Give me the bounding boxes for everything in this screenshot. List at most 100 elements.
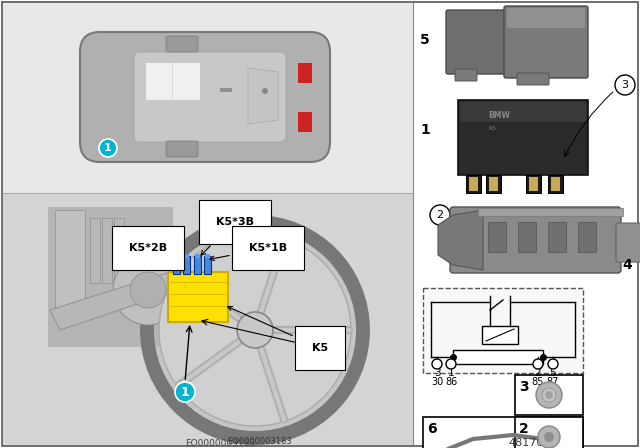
Text: 1: 1: [180, 385, 189, 399]
Text: 4: 4: [622, 258, 632, 272]
Circle shape: [542, 388, 556, 402]
Text: K5*3B: K5*3B: [201, 217, 254, 255]
Bar: [184, 254, 189, 258]
Bar: [48, 207, 173, 347]
Bar: [168, 272, 228, 322]
FancyBboxPatch shape: [517, 73, 549, 85]
FancyBboxPatch shape: [450, 207, 621, 273]
Text: 2: 2: [534, 368, 541, 378]
FancyBboxPatch shape: [166, 36, 198, 52]
Polygon shape: [50, 272, 185, 330]
Text: K5*2B: K5*2B: [129, 243, 171, 262]
Bar: [173, 256, 180, 274]
Bar: [413, 3, 637, 445]
Text: 1: 1: [420, 123, 429, 137]
Circle shape: [538, 426, 560, 448]
Bar: [205, 254, 210, 258]
Bar: [478, 208, 623, 216]
Bar: [3, 193, 413, 445]
FancyBboxPatch shape: [616, 223, 640, 262]
Bar: [515, 375, 583, 415]
FancyBboxPatch shape: [446, 10, 508, 74]
Text: EO0000003183: EO0000003183: [228, 438, 292, 447]
Bar: [194, 256, 201, 274]
Text: K5*1B: K5*1B: [210, 243, 287, 261]
FancyBboxPatch shape: [455, 69, 477, 81]
Polygon shape: [248, 68, 278, 124]
Text: 6: 6: [427, 422, 436, 436]
Bar: [551, 177, 560, 191]
Text: 1: 1: [448, 368, 454, 378]
Text: 3: 3: [519, 380, 529, 394]
Circle shape: [432, 359, 442, 369]
Bar: [466, 175, 481, 193]
Circle shape: [545, 391, 553, 399]
Text: EO0000003183: EO0000003183: [185, 439, 255, 448]
Bar: [423, 288, 583, 373]
Text: 3: 3: [434, 368, 440, 378]
Bar: [174, 254, 179, 258]
Bar: [195, 254, 200, 258]
Text: 481700: 481700: [509, 438, 551, 448]
Bar: [102, 218, 112, 283]
Bar: [114, 218, 124, 283]
Bar: [183, 256, 190, 274]
Bar: [458, 100, 588, 175]
Bar: [423, 417, 583, 448]
FancyBboxPatch shape: [134, 52, 286, 142]
Text: 5: 5: [550, 368, 556, 378]
Circle shape: [175, 382, 195, 402]
Bar: [220, 88, 232, 92]
Text: 3: 3: [621, 80, 628, 90]
Bar: [90, 218, 100, 283]
Bar: [548, 222, 566, 252]
Bar: [548, 175, 563, 193]
Bar: [578, 222, 596, 252]
Circle shape: [237, 312, 273, 348]
Bar: [204, 256, 211, 274]
Text: 2: 2: [436, 210, 444, 220]
Text: K5: K5: [228, 306, 328, 353]
Bar: [486, 175, 501, 193]
Polygon shape: [145, 62, 200, 100]
Bar: [298, 63, 312, 83]
Circle shape: [262, 88, 268, 94]
FancyBboxPatch shape: [80, 32, 330, 162]
Text: 2: 2: [519, 422, 529, 436]
Bar: [55, 210, 85, 310]
Circle shape: [159, 234, 351, 426]
Bar: [488, 222, 506, 252]
Bar: [515, 417, 583, 448]
Circle shape: [533, 359, 543, 369]
Text: BMW: BMW: [488, 111, 510, 120]
FancyBboxPatch shape: [504, 6, 588, 78]
Bar: [529, 177, 538, 191]
Polygon shape: [438, 210, 483, 270]
Text: 30: 30: [431, 377, 443, 387]
Bar: [518, 222, 536, 252]
Bar: [526, 175, 541, 193]
Circle shape: [430, 205, 450, 225]
Text: 87: 87: [547, 377, 559, 387]
Bar: [298, 112, 312, 132]
Circle shape: [446, 359, 456, 369]
Circle shape: [130, 272, 166, 308]
Text: 5: 5: [420, 33, 429, 47]
Circle shape: [544, 432, 554, 442]
Circle shape: [99, 139, 117, 157]
Text: 1: 1: [104, 143, 112, 153]
Circle shape: [147, 222, 363, 438]
Bar: [453, 350, 543, 364]
Circle shape: [615, 75, 635, 95]
Text: K5: K5: [488, 125, 496, 130]
Text: 85: 85: [532, 377, 544, 387]
Circle shape: [536, 382, 562, 408]
Circle shape: [548, 359, 558, 369]
Text: 86: 86: [445, 377, 457, 387]
Bar: [469, 177, 478, 191]
Circle shape: [113, 255, 183, 325]
FancyBboxPatch shape: [166, 141, 198, 157]
Bar: [3, 3, 413, 193]
FancyBboxPatch shape: [507, 8, 585, 28]
Bar: [482, 326, 518, 344]
